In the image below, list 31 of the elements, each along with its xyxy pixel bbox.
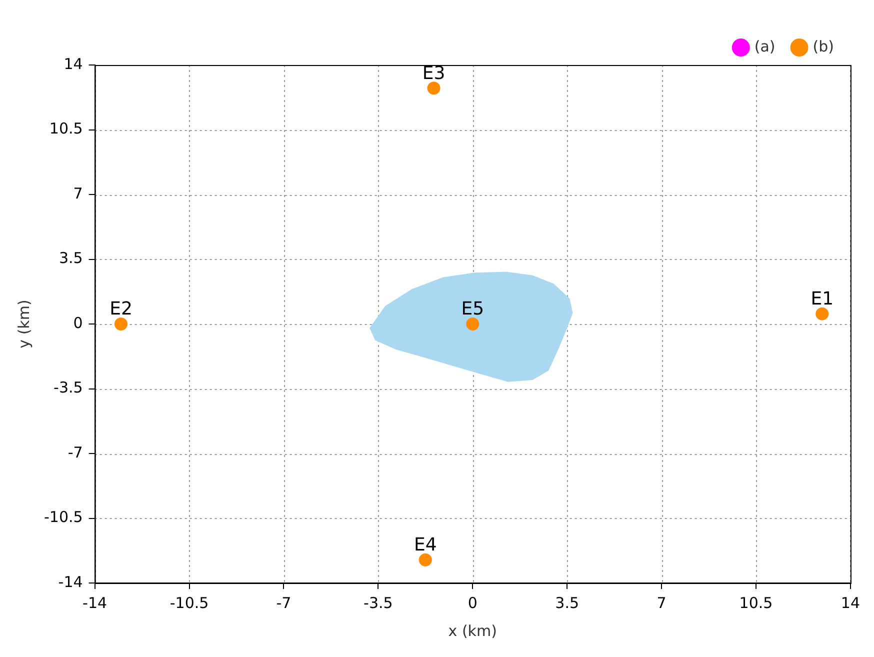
y-tick-label: -7 [68, 443, 83, 462]
y-axis-title: y (km) [14, 300, 33, 348]
y-tick-label: 7 [73, 184, 83, 202]
y-tick-label: 14 [64, 54, 83, 73]
y-tick-label: -14 [58, 572, 83, 591]
data-label: E4 [414, 534, 437, 556]
y-tick-label: 10.5 [49, 120, 83, 138]
x-tick-label: 10.5 [739, 594, 773, 612]
x-tick-label: 3.5 [555, 594, 580, 612]
x-tick-label: 14 [840, 594, 860, 612]
point [466, 318, 480, 330]
legend-label: (b) [812, 37, 834, 56]
data-label: E3 [422, 62, 446, 84]
y-tick-label: 3.5 [58, 249, 83, 268]
point [418, 553, 432, 566]
point [114, 318, 128, 330]
data-label: E2 [110, 298, 132, 320]
legend-label: (a) [754, 37, 776, 56]
y-tick-label: 0 [73, 314, 83, 332]
y-tick-label: -10.5 [44, 508, 83, 526]
y-tick-label: -3.5 [54, 378, 83, 397]
x-tick-label: 7 [656, 594, 666, 612]
x-tick-label: 0 [468, 594, 478, 612]
x-axis-title: x (km) [448, 622, 497, 640]
point [816, 307, 829, 320]
x-tick-label: -10.5 [170, 594, 209, 612]
x-tick-label: -3.5 [364, 594, 393, 612]
x-tick-label: -7 [276, 594, 292, 612]
data-label: E1 [810, 288, 834, 310]
data-label: E5 [461, 298, 484, 320]
point [427, 82, 440, 95]
